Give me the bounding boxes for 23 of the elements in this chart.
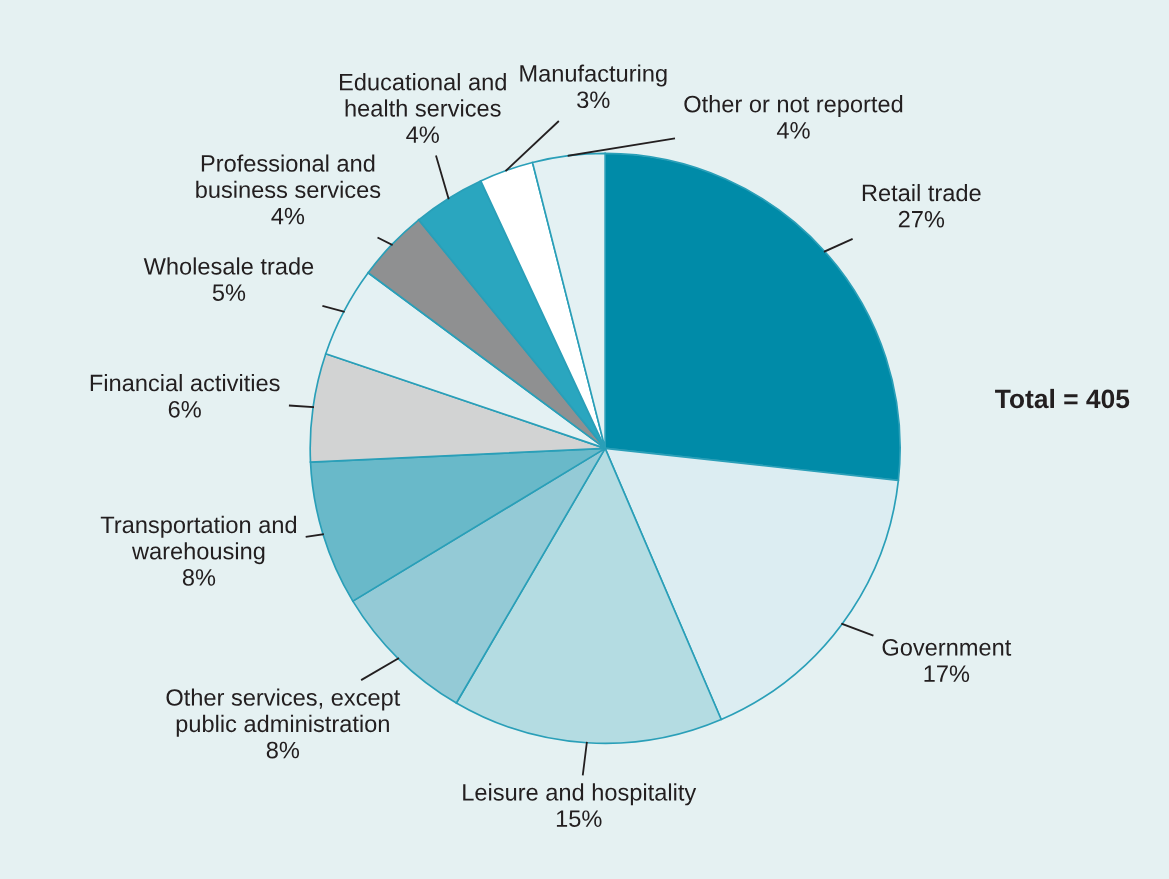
data-label: 4% — [271, 207, 305, 225]
data-label: 6% — [168, 400, 201, 418]
data-label: 4% — [406, 126, 439, 143]
data-label: 15% — [556, 810, 602, 827]
slice-label: Wholesale trade — [143, 257, 314, 275]
slice-label: Other services, except public administration — [166, 688, 401, 737]
data-label: 27% — [898, 210, 945, 228]
text: Total = 405 — [995, 388, 1130, 409]
data-label: 17% — [924, 665, 970, 682]
slice-label: Other or not reported — [684, 95, 903, 118]
slice-label: Financial activities — [90, 373, 280, 392]
data-label: 3% — [577, 91, 610, 109]
slice-label: Educational and health services — [340, 73, 506, 117]
data-label: 8% — [182, 569, 216, 586]
data-label: 5% — [212, 284, 246, 301]
slice-label: Manufacturing — [520, 64, 667, 87]
slice-label: Retail trade — [862, 183, 981, 202]
slice-label: Government — [882, 639, 1012, 656]
slice-label: Transportation and warehousing — [100, 515, 297, 565]
data-label: 8% — [266, 741, 300, 759]
slice-label: Leisure and hospitality — [463, 783, 697, 806]
slice-label: Professional and business services — [196, 154, 381, 199]
data-label: 4% — [776, 122, 810, 139]
